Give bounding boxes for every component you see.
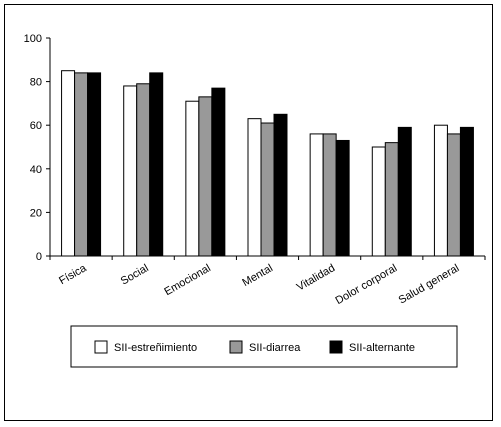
x-category-label: Vitalidad [295,262,337,293]
bar-sii-estrenimiento-social [123,85,138,257]
bar-sii-estrenimiento-vitalidad [309,133,324,257]
x-category-label: Física [57,262,89,288]
bar-sii-alternante-social [149,72,164,257]
y-tick-label: 20 [30,207,42,219]
bar-sii-diarrea-emocional [198,96,213,257]
chart-legend: SII-estreñimiento SII-diarrea SII-alternan… [70,325,458,368]
x-category-label: Emocional [162,262,212,298]
y-tick-label: 60 [30,120,42,132]
y-tick-label: 40 [30,164,42,176]
bar-sii-alternante-dolor-corporal [397,126,412,257]
legend-swatch-sii-diarrea [229,340,243,354]
bar-sii-diarrea-salud-general [446,133,461,257]
legend-box [70,325,458,368]
x-category-label: Social [119,262,151,287]
legend-label-sii-estrenimiento: SII-estreñimiento [114,342,197,354]
legend-label-sii-alternante: SII-alternante [349,342,415,354]
bar-sii-diarrea-mental [260,122,275,257]
chart-bars [61,70,474,257]
bar-sii-estrenimiento-emocional [185,100,200,257]
chart-categories: Física Social Emocional Mental VitalidadDolo… [49,256,486,307]
bar-sii-alternante-fisica [87,72,102,257]
bar-sii-alternante-vitalidad [335,139,350,257]
x-category-label: Dolor corporal [333,262,399,307]
y-tick-label: 80 [30,77,42,89]
x-category-label: Mental [240,262,275,289]
bar-sii-estrenimiento-salud-general [433,124,448,257]
bar-sii-diarrea-dolor-corporal [384,142,399,257]
bar-sii-estrenimiento-dolor-corporal [371,146,386,257]
legend-swatch-sii-alternante [329,340,343,354]
bar-sii-alternante-emocional [211,87,226,257]
bar-sii-diarrea-vitalidad [322,133,337,257]
y-tick-label: 0 [36,251,42,263]
bar-sii-diarrea-fisica [74,72,89,257]
x-category-label: Salud general [397,262,462,306]
bar-sii-alternante-salud-general [459,126,474,257]
bar-sii-estrenimiento-fisica [61,70,76,257]
bar-sii-diarrea-social [136,83,151,257]
bar-sii-alternante-mental [273,113,288,257]
y-tick-label: 100 [24,33,42,45]
legend-swatch-sii-estrenimiento [94,340,108,354]
legend-label-sii-diarrea: SII-diarrea [249,342,301,354]
bar-sii-estrenimiento-mental [247,118,262,257]
chart-ticks: 0 20 40 60 80 100 [24,33,50,263]
